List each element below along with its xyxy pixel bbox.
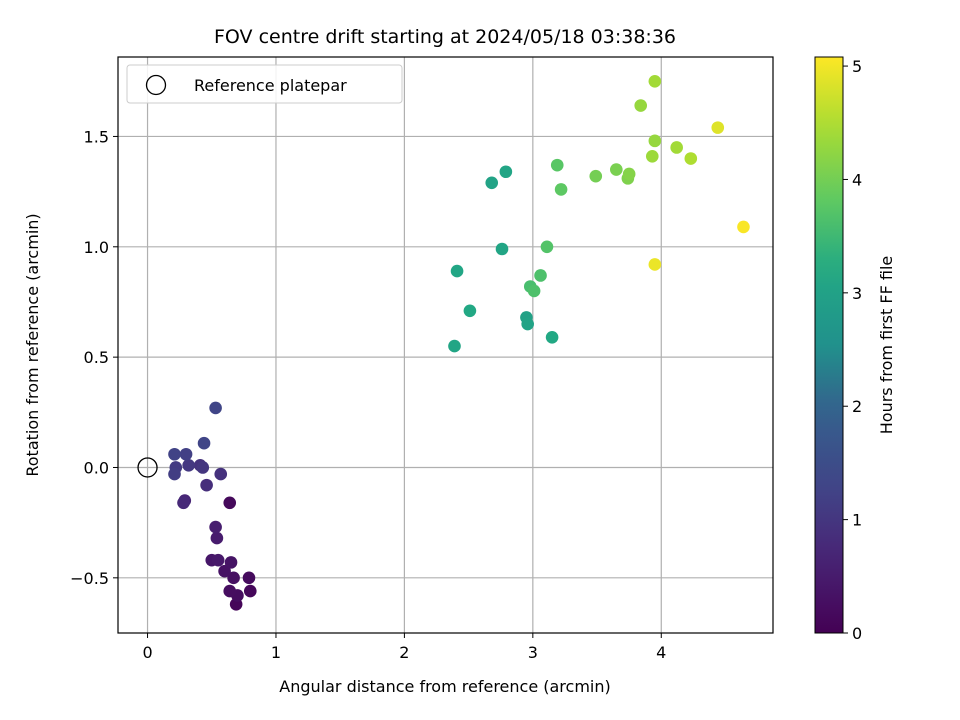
colorbar-tick-label: 2 [852,397,862,416]
colorbar [814,56,844,634]
scatter-point [223,496,237,510]
scatter-point [648,74,662,88]
y-axis: −0.5 0.0 0.5 1.0 1.5 [70,127,118,588]
scatter-point [197,436,211,450]
scatter-point [554,183,568,196]
x-tick-label: 4 [656,643,666,662]
scatter-point [179,447,193,461]
scatter-point [648,134,662,148]
scatter-point [223,584,237,598]
scatter-point [224,556,238,569]
colorbar-tick-label: 3 [852,284,862,303]
colorbar-label: Hours from first FF file [877,256,896,435]
legend-entry-label: Reference platepar [194,76,347,95]
scatter-point [209,401,222,415]
scatter-point [534,269,547,282]
legend: Reference platepar [126,64,403,104]
x-tick-label: 2 [399,643,409,662]
scatter-point [463,304,477,318]
scatter-point [527,284,541,298]
scatter-point [521,317,534,331]
y-tick-label: −0.5 [70,569,109,588]
y-axis-label: Rotation from reference (arcmin) [23,213,42,476]
scatter-point [450,264,464,278]
scatter-point [243,584,257,598]
scatter-point [448,339,461,353]
scatter-point [545,330,559,344]
scatter-point [210,531,224,545]
scatter-point [495,242,509,256]
scatter-point [648,258,662,271]
reference-platepar-marker [137,457,158,478]
colorbar-tick-label: 1 [852,511,862,530]
scatter-point [540,240,554,254]
scatter-point [634,99,648,112]
scatter-point [168,467,181,481]
scatter-point [200,478,213,492]
scatter-point [670,141,683,154]
y-tick-label: 0.5 [84,348,109,367]
x-tick-label: 0 [142,643,152,662]
colorbar-tick-label: 0 [852,624,862,643]
colorbar-axis: 0 1 2 3 4 5 [843,57,862,643]
legend-reference-marker [145,74,167,96]
scatter-point [227,571,240,585]
scatter-point [499,165,513,179]
chart-title: FOV centre drift starting at 2024/05/18 … [214,26,676,48]
grid [118,57,773,633]
scatter-point [622,167,636,181]
scatter-point [550,158,564,172]
scatter-point [610,163,623,176]
scatter-point [214,467,228,481]
scatter-point [182,458,195,472]
scatter-point [737,220,750,234]
y-tick-label: 1.5 [84,127,109,146]
colorbar-tick-label: 5 [852,57,862,76]
scatter-point [645,150,659,163]
x-axis: 0 1 2 3 4 [142,633,666,662]
scatter-point [196,461,210,474]
scatter-point [209,520,222,534]
scatter-point [177,496,190,510]
plot-area-frame [117,56,774,634]
scatter-point [242,571,256,585]
scatter-point [589,169,603,183]
scatter-points [137,74,750,611]
scatter-point [684,152,698,165]
colorbar-tick-label: 4 [852,170,862,189]
y-tick-label: 0.0 [84,458,109,477]
scatter-point [211,553,225,567]
y-tick-label: 1.0 [84,238,109,257]
x-tick-label: 3 [528,643,538,662]
scatter-point [485,176,499,190]
x-axis-label: Angular distance from reference (arcmin) [279,677,610,696]
legend-box [126,64,403,104]
scatter-point [168,447,181,461]
scatter-point [711,121,725,134]
scatter-point [218,564,231,578]
x-tick-label: 1 [271,643,281,662]
